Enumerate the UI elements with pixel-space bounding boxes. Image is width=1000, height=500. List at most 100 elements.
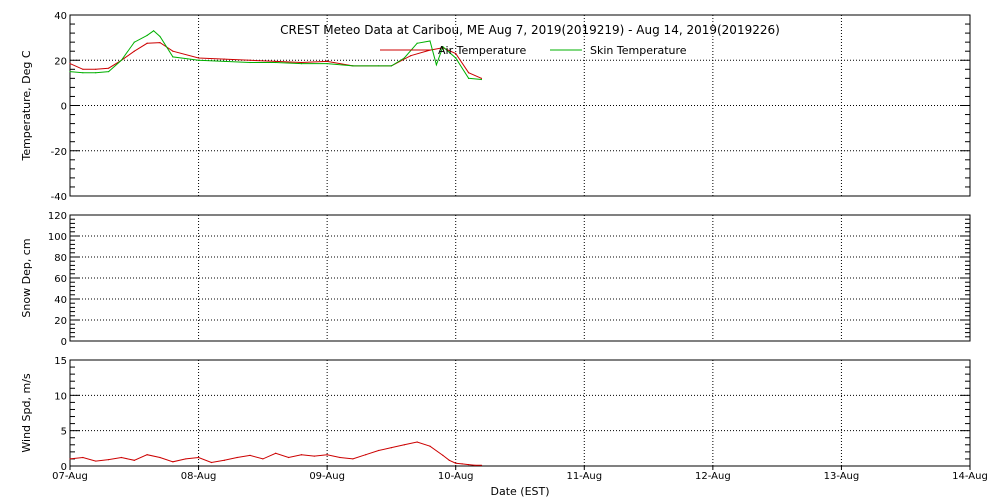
data-point (146, 454, 148, 456)
data-point (197, 59, 200, 61)
data-point (185, 458, 187, 460)
data-point (467, 77, 470, 79)
data-point (107, 70, 110, 73)
data-point (442, 454, 444, 456)
y-tick-label: 15 (54, 356, 67, 367)
data-point (69, 63, 71, 65)
data-point (172, 56, 174, 58)
data-point (455, 57, 457, 59)
y-tick-label: 100 (48, 232, 67, 243)
data-point (352, 65, 354, 67)
data-point (403, 444, 405, 446)
data-point (69, 458, 71, 460)
data-point (390, 447, 393, 449)
data-point (146, 42, 148, 44)
y-tick-label: 120 (48, 211, 67, 222)
data-point (442, 46, 444, 48)
data-point (107, 459, 110, 461)
data-point (95, 460, 97, 462)
data-point (82, 68, 84, 70)
data-point (300, 63, 303, 65)
legend-label-skin-temperature: Skin Temperature (590, 44, 687, 57)
x-tick-label: 13-Aug (824, 471, 860, 482)
data-point (313, 455, 315, 457)
data-point (107, 67, 110, 69)
x-tick-label: 12-Aug (695, 471, 731, 482)
plot-frame-3 (69, 359, 971, 467)
data-point (480, 464, 483, 466)
data-point (152, 30, 155, 32)
y-tick-label: 80 (54, 253, 67, 264)
y-tick-label: 40 (54, 11, 67, 22)
data-point (461, 463, 463, 465)
data-point (455, 462, 457, 464)
data-point (435, 64, 438, 66)
data-point (69, 70, 71, 73)
data-point (95, 68, 97, 70)
data-point (95, 72, 97, 74)
data-point (377, 65, 380, 67)
series-line-air-temperature (69, 42, 482, 79)
data-point (172, 461, 174, 463)
data-point (197, 57, 200, 59)
y-axis-title-3: Wind Spd, m/s (20, 373, 33, 453)
data-point (82, 72, 84, 74)
y-axis-title-2: Snow Dep, cm (20, 238, 33, 317)
data-point (236, 456, 238, 459)
series-line-skin-temperature (69, 30, 482, 80)
data-point (146, 34, 148, 36)
y-tick-label: 20 (54, 56, 67, 67)
data-point (377, 449, 380, 452)
data-point (249, 454, 251, 456)
x-tick-label: 10-Aug (438, 471, 474, 482)
data-point (159, 35, 161, 38)
data-point (416, 441, 418, 443)
y-tick-label: 0 (61, 337, 67, 348)
data-point (429, 40, 431, 42)
data-point (120, 59, 123, 61)
x-tick-label: 09-Aug (309, 471, 345, 482)
data-point (287, 456, 290, 459)
data-point (455, 52, 457, 55)
data-point (365, 454, 367, 456)
data-point (467, 463, 470, 466)
data-point (352, 458, 354, 460)
data-point (133, 41, 135, 43)
data-point (210, 461, 213, 464)
data-point (480, 77, 483, 79)
data-point (275, 60, 277, 62)
data-point (300, 61, 303, 64)
data-point (159, 456, 161, 459)
legend-label-air-temperature: Air Temperature (438, 44, 527, 57)
x-tick-label: 07-Aug (52, 471, 88, 482)
data-point (223, 60, 225, 62)
data-point (275, 452, 277, 454)
data-point (197, 456, 200, 459)
data-point (326, 63, 328, 65)
data-point (159, 42, 161, 44)
data-point (249, 61, 251, 64)
y-tick-label: 20 (54, 316, 67, 327)
x-tick-label: 11-Aug (566, 471, 602, 482)
data-point (133, 50, 135, 52)
data-point (467, 72, 470, 74)
y-axis-title-1: Temperature, Deg C (20, 50, 33, 161)
y-tick-label: 10 (54, 391, 67, 402)
data-point (326, 60, 328, 62)
x-axis-title: Date (EST) (490, 485, 549, 498)
data-point (120, 456, 123, 459)
data-point (82, 456, 84, 459)
data-point (474, 464, 476, 466)
y-tick-label: 0 (61, 462, 67, 473)
data-point (448, 459, 450, 461)
data-point (429, 445, 431, 447)
y-tick-label: -20 (51, 147, 67, 158)
data-point (326, 454, 328, 456)
data-point (223, 58, 225, 60)
data-point (249, 59, 251, 61)
y-tick-label: 5 (61, 427, 67, 438)
data-point (390, 65, 393, 67)
x-tick-label: 08-Aug (181, 471, 217, 482)
